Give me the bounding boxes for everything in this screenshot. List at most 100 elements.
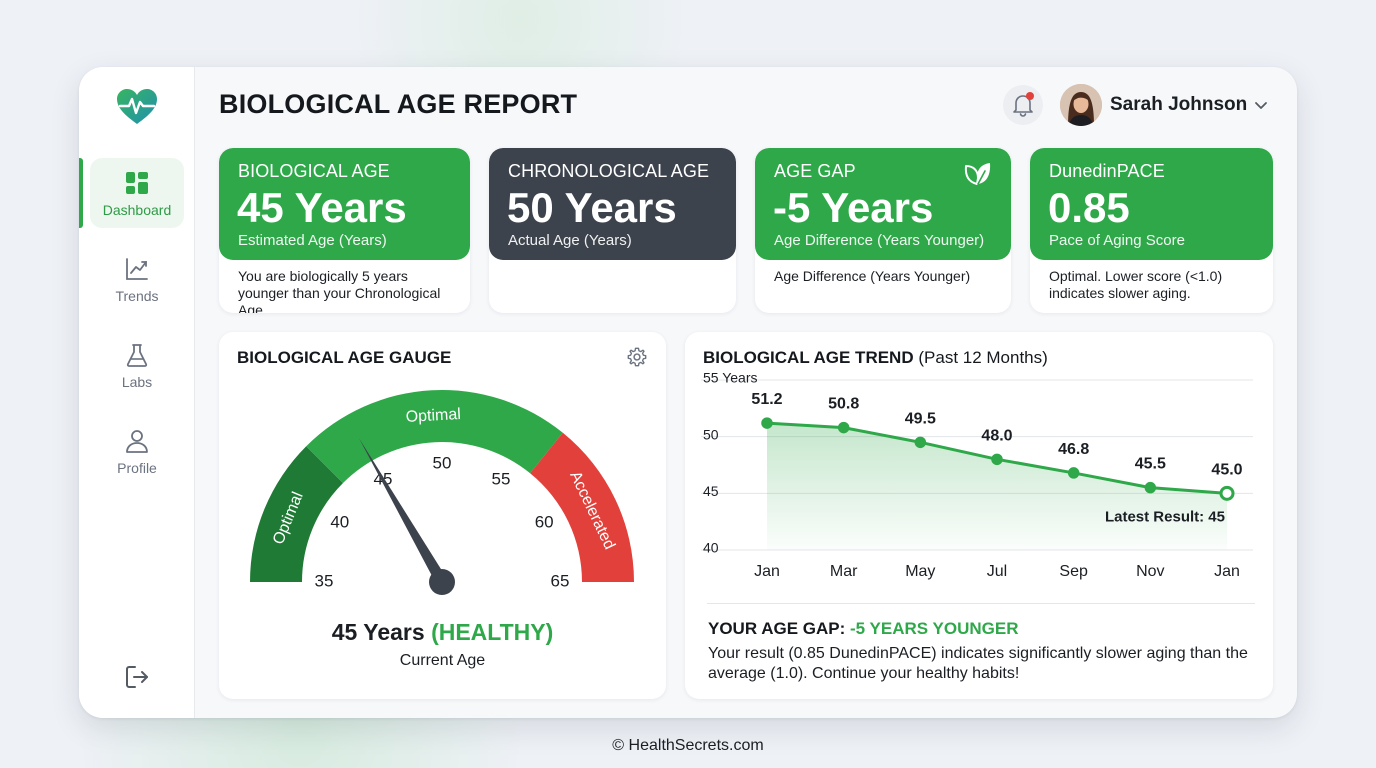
gauge-tick-label: 60 [535,512,554,531]
dunedinpace-card: DunedinPACE 0.85 Pace of Aging Score Opt… [1030,148,1273,313]
trend-chart-icon [126,258,148,280]
x-tick-label: Sep [1059,563,1088,580]
gauge-band [530,432,634,582]
sidebar-item-dashboard[interactable]: Dashboard [90,158,184,228]
card-label: CHRONOLOGICAL AGE [508,161,710,181]
gauge-tick-label: 50 [433,453,452,472]
age-gap-highlight: -5 YEARS YOUNGER [850,619,1019,638]
latest-result-annotation: Latest Result: 45 [1105,508,1225,525]
gauge-band [250,446,344,582]
trend-title-main: BIOLOGICAL AGE TREND [703,348,914,367]
sidebar-item-label: Labs [121,374,153,390]
card-header: BIOLOGICAL AGE 45 Years Estimated Age (Y… [219,148,470,260]
x-tick-label: Mar [830,563,858,580]
card-header: DunedinPACE 0.85 Pace of Aging Score [1030,148,1273,260]
gauge-status: (HEALTHY) [431,619,554,645]
gauge-tick-label: 35 [315,571,334,590]
data-label: 45.0 [1211,461,1242,478]
data-point [991,453,1003,466]
y-tick-label: 55 Years [703,372,758,386]
card-value: 0.85 [1048,184,1130,231]
gauge-value-text: 45 Years [331,619,425,645]
footer-copyright: © HealthSecrets.com [612,737,764,754]
data-label: 45.5 [1135,456,1166,473]
data-point [914,436,927,449]
age-gap-card: AGE GAP -5 Years Age Difference (Years Y… [755,148,1011,313]
card-note: You are biologically 5 years younger tha… [238,268,441,313]
gauge-panel: BIOLOGICAL AGE GAUGE Optimal Optimal Accel… [219,332,666,699]
sidebar-item-trends[interactable]: Trends [90,244,184,314]
x-tick-label: May [905,563,935,580]
bell-icon [1013,92,1034,117]
x-tick-label: Jul [987,563,1007,580]
sidebar-item-labs[interactable]: Labs [90,330,184,400]
y-tick-label: 40 [703,540,719,556]
gauge-tick-label: 40 [330,512,349,531]
heart-pulse-icon [117,89,157,124]
sidebar: Dashboard Trends Labs Profile [79,67,195,718]
age-gauge: OptimalOptimalAccelerated35404550556065 [250,390,634,595]
trend-chart: 40 45 50 55 Years 51.2 50.8 49.5 48.0 46.8 45.5 45… [701,372,1253,580]
card-note: Optimal. Lower score (<1.0) indicates sl… [1049,268,1223,301]
gauge-band-label: Optimal [405,406,461,426]
sidebar-item-label: Dashboard [102,202,172,218]
user-photo [1060,84,1102,126]
card-value: 50 Years [507,184,677,231]
card-header: AGE GAP -5 Years Age Difference (Years Y… [755,148,1011,260]
gauge-current-value: 45 Years (HEALTHY) [219,619,666,646]
card-header: CHRONOLOGICAL AGE 50 Years Actual Age (Y… [489,148,736,260]
x-tick-label: Jan [1214,563,1240,580]
avatar[interactable] [1060,84,1102,126]
page-title: BIOLOGICAL AGE REPORT [219,89,578,119]
sidebar-item-profile[interactable]: Profile [90,416,184,486]
card-value: 45 Years [237,184,407,231]
trend-title-suffix: (Past 12 Months) [918,348,1048,367]
data-label: 46.8 [1058,441,1089,458]
dashboard-icon [126,172,148,194]
leaf-icon [964,163,991,185]
data-point [837,421,850,434]
data-label: 49.5 [905,410,936,427]
gauge-tick-label: 65 [551,571,570,590]
user-name[interactable]: Sarah Johnson [1110,94,1248,115]
gauge-needle [359,438,448,585]
user-icon [126,430,148,453]
trend-area [767,423,1227,550]
data-point [1067,467,1080,479]
gauge-title: BIOLOGICAL AGE GAUGE [237,348,452,367]
x-tick-label: Jan [754,563,780,580]
age-gap-heading-label: YOUR AGE GAP: [708,619,846,638]
data-point [1144,481,1157,494]
trend-title: BIOLOGICAL AGE TREND (Past 12 Months) [703,348,1048,368]
gear-icon[interactable] [626,346,648,368]
active-indicator [79,158,83,228]
card-subtitle: Estimated Age (Years) [238,232,387,249]
card-subtitle: Pace of Aging Score [1049,232,1185,249]
gauge-tick-label: 55 [492,469,511,488]
x-tick-label: Nov [1136,563,1164,580]
chronological-age-card: CHRONOLOGICAL AGE 50 Years Actual Age (Y… [489,148,736,313]
card-subtitle: Age Difference (Years Younger) [774,232,985,249]
card-note: Age Difference (Years Younger) [774,268,971,284]
data-point [761,417,773,429]
trend-panel: BIOLOGICAL AGE TREND (Past 12 Months) 40… [685,332,1273,699]
gauge-band [306,390,563,484]
data-label: 48.0 [981,427,1012,444]
card-value: -5 Years [773,184,934,231]
card-label: AGE GAP [774,161,856,181]
flask-icon [126,344,148,367]
card-subtitle: Actual Age (Years) [508,232,632,249]
data-label: 50.8 [828,396,859,413]
chevron-down-icon[interactable] [1254,98,1268,112]
card-label: DunedinPACE [1049,161,1165,181]
y-tick-label: 45 [703,483,719,499]
logout-icon[interactable] [123,663,151,691]
card-label: BIOLOGICAL AGE [238,161,390,181]
y-tick-label: 50 [703,426,719,442]
app-window: Dashboard Trends Labs Profile [79,67,1297,718]
biological-age-card: BIOLOGICAL AGE 45 Years Estimated Age (Y… [219,148,470,313]
age-gap-summary: Your result (0.85 DunedinPACE) indicates… [708,645,1248,682]
gauge-caption: Current Age [399,652,486,669]
notification-button[interactable] [1003,85,1043,125]
divider [707,603,1255,604]
